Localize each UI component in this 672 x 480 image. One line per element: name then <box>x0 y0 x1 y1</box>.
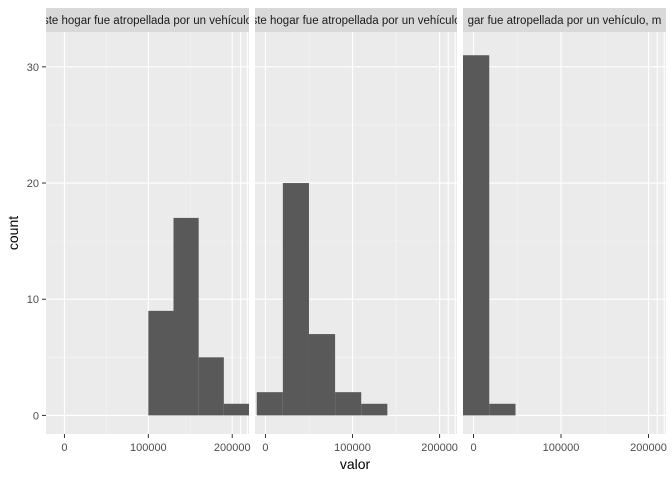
x-tick-label: 100000 <box>543 442 580 454</box>
facet-strip <box>46 8 249 32</box>
histogram-bar <box>308 334 336 416</box>
x-axis-title: valor <box>340 456 371 472</box>
histogram-bar <box>173 217 199 416</box>
panel-plot-area <box>463 32 666 434</box>
x-tick-label: 0 <box>61 442 67 454</box>
facet-strip-label: ste hogar fue atropellada por un vehícul… <box>251 15 460 27</box>
facet-strip-label: gar fue atropellada por un vehículo, m <box>468 15 662 27</box>
x-tick-label: 100000 <box>130 442 167 454</box>
y-tick-label: 10 <box>27 294 39 306</box>
histogram-bar <box>361 403 388 416</box>
y-tick-label: 0 <box>33 410 39 422</box>
histogram-bar <box>335 392 362 416</box>
histogram-bar <box>489 403 516 416</box>
x-tick-label: 200000 <box>214 442 251 454</box>
histogram-bar <box>282 183 309 416</box>
facet-strip <box>463 8 666 32</box>
histogram-bar <box>223 403 249 416</box>
x-tick-label: 0 <box>262 442 268 454</box>
y-tick-label: 30 <box>27 62 39 74</box>
x-tick-label: 0 <box>470 442 476 454</box>
x-tick-label: 200000 <box>421 442 458 454</box>
facet-panel-2: ste hogar fue atropellada por un vehícul… <box>251 8 460 454</box>
y-axis-title: count <box>5 216 21 250</box>
y-tick-label: 20 <box>27 178 39 190</box>
facet-strip <box>255 8 457 32</box>
x-tick-label: 100000 <box>334 442 371 454</box>
histogram-bar <box>148 310 174 416</box>
panel-plot-area <box>255 32 457 434</box>
x-tick-label: 200000 <box>630 442 667 454</box>
facet-strip-label: ste hogar fue atropellada por un vehícul… <box>43 15 252 27</box>
panel-background <box>463 32 666 434</box>
facet-panel-3: gar fue atropellada por un vehículo, m 0 1… <box>463 8 667 454</box>
facet-panel-1: ste hogar fue atropellada por un vehícul… <box>43 8 252 454</box>
facet-panels: ste hogar fue atropellada por un vehícul… <box>43 8 667 454</box>
panel-plot-area <box>46 32 249 434</box>
histogram-bar <box>198 357 224 416</box>
histogram-bar <box>256 392 283 416</box>
y-axis: 0 10 20 30 <box>27 62 46 422</box>
histogram-bar <box>463 55 490 416</box>
